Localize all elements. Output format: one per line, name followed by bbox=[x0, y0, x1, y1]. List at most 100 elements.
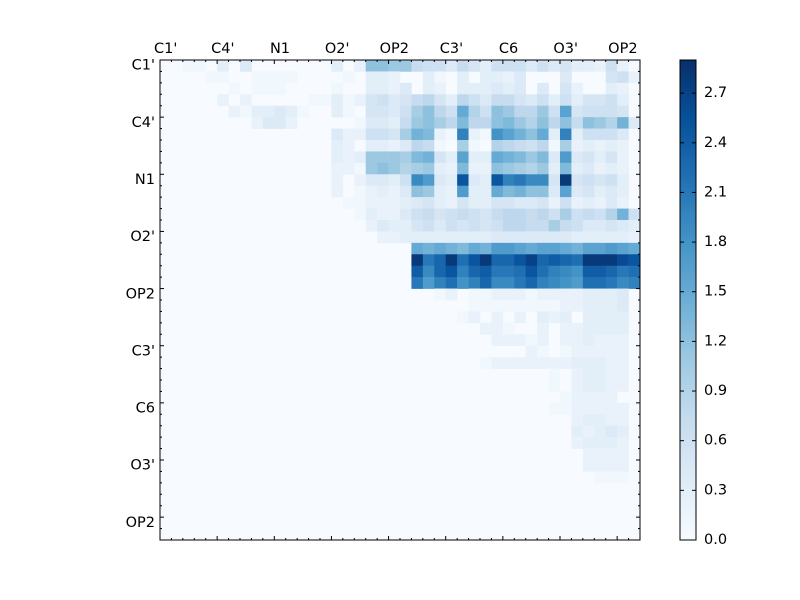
heatmap-cell bbox=[514, 197, 527, 209]
heatmap-cell bbox=[525, 242, 538, 255]
heatmap-cell bbox=[411, 242, 424, 255]
heatmap-cell bbox=[354, 60, 367, 72]
heatmap-cell bbox=[525, 174, 538, 187]
heatmap-cell bbox=[571, 357, 584, 369]
heatmap-cell bbox=[274, 117, 287, 129]
heatmap-cell bbox=[491, 185, 504, 198]
heatmap-cell bbox=[548, 300, 561, 312]
heatmap-cell bbox=[468, 117, 481, 129]
heatmap-cell bbox=[571, 334, 584, 347]
heatmap-cell bbox=[388, 174, 401, 187]
heatmap-cell bbox=[331, 140, 344, 152]
heatmap-cell bbox=[560, 151, 572, 164]
heatmap-cell bbox=[434, 60, 447, 72]
heatmap-cell bbox=[514, 208, 527, 221]
heatmap-cell bbox=[480, 151, 492, 164]
heatmap-cell bbox=[422, 185, 435, 198]
heatmap-cell bbox=[628, 277, 641, 289]
heatmap-cell bbox=[548, 151, 561, 164]
heatmap-cell bbox=[560, 254, 572, 267]
heatmap-cell bbox=[365, 71, 378, 84]
heatmap-cell bbox=[457, 197, 469, 209]
heatmap-cell bbox=[468, 197, 481, 209]
heatmap-cell bbox=[582, 174, 595, 187]
heatmap-cell bbox=[445, 288, 458, 301]
heatmap-cell bbox=[445, 197, 458, 209]
heatmap-cell bbox=[422, 220, 435, 232]
heatmap-cell bbox=[434, 140, 447, 152]
heatmap-cell bbox=[331, 105, 344, 118]
heatmap-cell bbox=[502, 322, 515, 335]
heatmap-cell bbox=[617, 300, 629, 312]
colorbar bbox=[679, 59, 697, 541]
heatmap-cell bbox=[411, 94, 424, 107]
heatmap-cell bbox=[262, 71, 275, 84]
heatmap-cell bbox=[434, 231, 447, 244]
heatmap-cell bbox=[388, 162, 401, 175]
heatmap-cell bbox=[514, 220, 527, 232]
heatmap-cell bbox=[514, 265, 527, 278]
y-axis-tick-labels: C1' C4' N1 O2' OP2 C3' C6 O3' OP2 bbox=[126, 58, 155, 531]
heatmap-cell bbox=[571, 414, 584, 427]
heatmap-cell bbox=[548, 162, 561, 175]
colorbar-ticks: 0.0 0.3 0.6 0.9 1.2 1.5 1.8 2.1 2.4 2.7 bbox=[680, 85, 727, 548]
heatmap-cell bbox=[548, 185, 561, 198]
heatmap-cell bbox=[628, 208, 641, 221]
heatmap-cell bbox=[445, 117, 458, 129]
heatmap-cell bbox=[628, 254, 641, 267]
heatmap-cell bbox=[422, 140, 435, 152]
heatmap-cell bbox=[480, 185, 492, 198]
heatmap-cell bbox=[560, 277, 572, 289]
heatmap-cell bbox=[571, 300, 584, 312]
heatmap-cell bbox=[251, 71, 264, 84]
heatmap-cell bbox=[605, 105, 618, 118]
heatmap-cell bbox=[365, 151, 378, 164]
heatmap-cell bbox=[560, 391, 572, 404]
heatmap-cell bbox=[480, 231, 492, 244]
heatmap-cell bbox=[480, 220, 492, 232]
heatmap-cell bbox=[480, 71, 492, 84]
heatmap-cell bbox=[491, 128, 504, 141]
heatmap-cell bbox=[388, 105, 401, 118]
heatmap-cell bbox=[445, 231, 458, 244]
heatmap-cell bbox=[594, 94, 607, 107]
heatmap-cells bbox=[182, 60, 641, 484]
heatmap-cell bbox=[262, 117, 275, 129]
heatmap-cell bbox=[525, 208, 538, 221]
heatmap-cell bbox=[365, 220, 378, 232]
heatmap-cell bbox=[571, 391, 584, 404]
heatmap-cell bbox=[468, 82, 481, 95]
heatmap-cell bbox=[525, 128, 538, 141]
heatmap-cell bbox=[480, 94, 492, 107]
heatmap-cell bbox=[457, 60, 469, 72]
heatmap-cell bbox=[251, 82, 264, 95]
heatmap-cell bbox=[491, 82, 504, 95]
heatmap-cell bbox=[457, 82, 469, 95]
heatmap-cell bbox=[537, 162, 549, 175]
heatmap-cell bbox=[594, 380, 607, 392]
heatmap-cell bbox=[537, 117, 549, 129]
heatmap-cell bbox=[422, 128, 435, 141]
heatmap-cell bbox=[434, 277, 447, 289]
heatmap-cell bbox=[594, 105, 607, 118]
y-tick-label: C6 bbox=[136, 401, 155, 417]
heatmap-cell bbox=[502, 277, 515, 289]
heatmap-cell bbox=[617, 242, 629, 255]
heatmap-cell bbox=[514, 162, 527, 175]
heatmap-cell bbox=[411, 174, 424, 187]
heatmap-cell bbox=[617, 82, 629, 95]
heatmap-cell bbox=[582, 437, 595, 449]
heatmap-cell bbox=[388, 82, 401, 95]
heatmap-cell bbox=[491, 94, 504, 107]
heatmap-cell bbox=[605, 311, 618, 324]
heatmap-cell bbox=[594, 254, 607, 267]
heatmap-cell bbox=[582, 242, 595, 255]
heatmap-cell bbox=[560, 231, 572, 244]
heatmap-cell bbox=[548, 357, 561, 369]
heatmap-cell bbox=[274, 71, 287, 84]
heatmap-cell bbox=[285, 71, 298, 84]
heatmap-cell bbox=[560, 82, 572, 95]
heatmap-cell bbox=[537, 265, 549, 278]
heatmap-cell bbox=[480, 277, 492, 289]
heatmap-cell bbox=[525, 151, 538, 164]
